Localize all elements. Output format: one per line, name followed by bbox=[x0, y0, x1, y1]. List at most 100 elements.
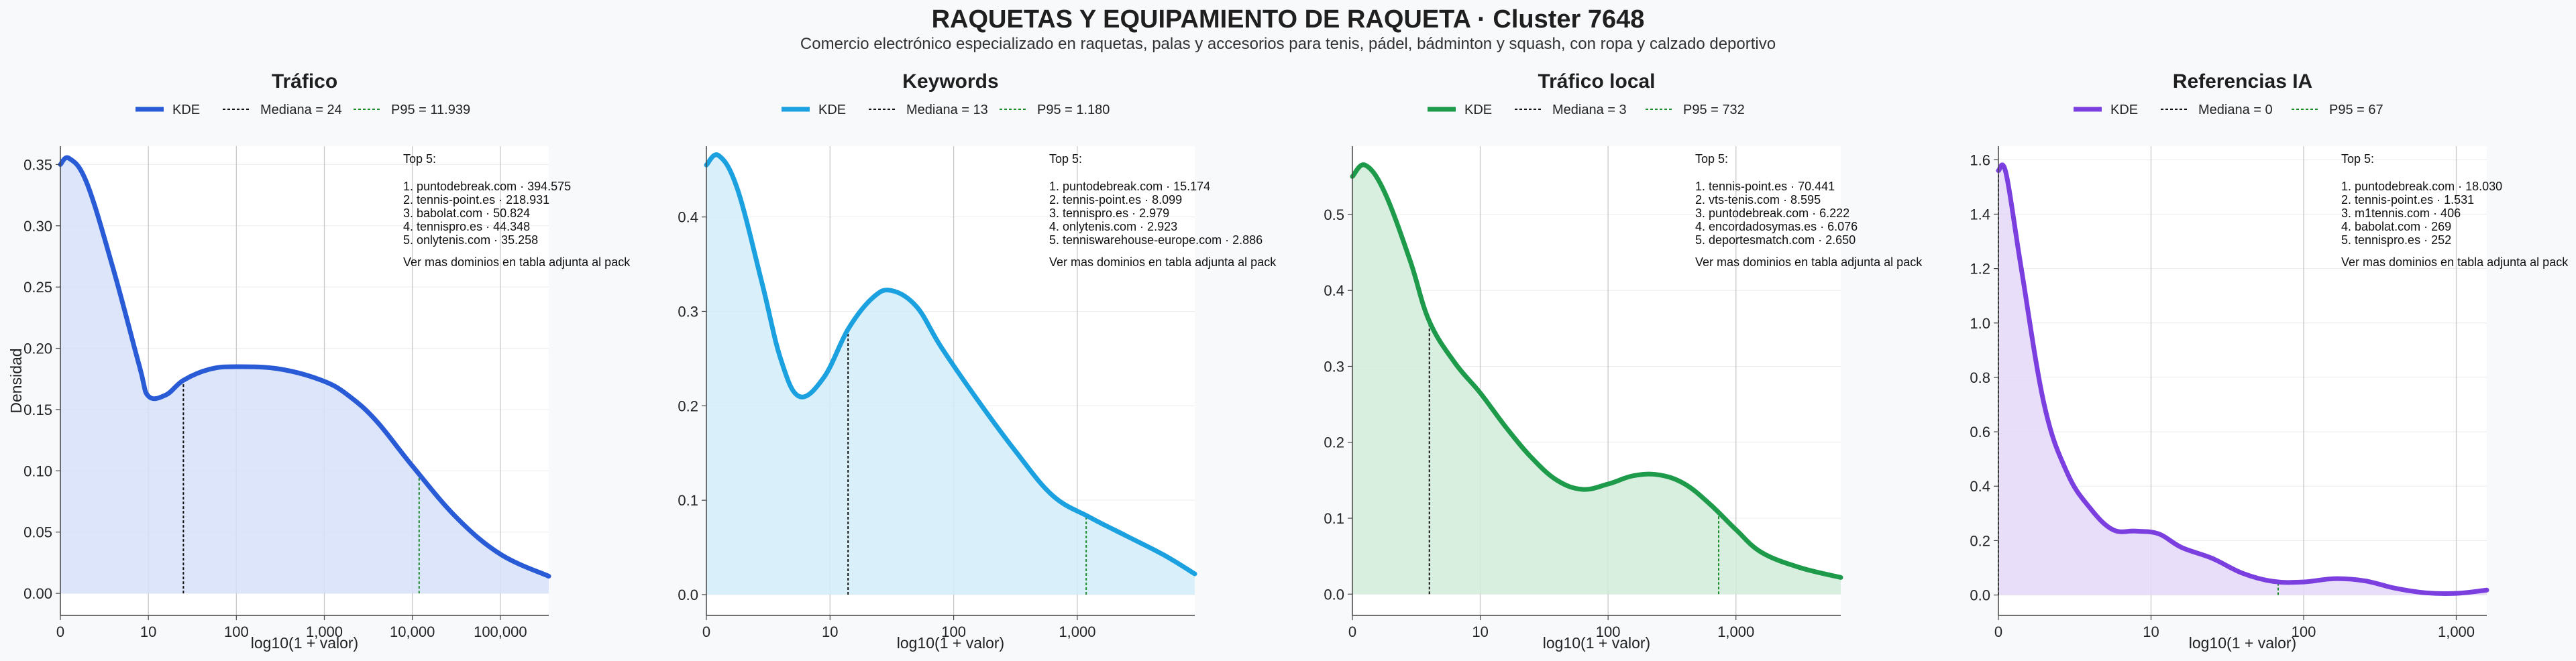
y-tick-label: 0.0 bbox=[678, 587, 698, 603]
kde-area bbox=[1998, 164, 2487, 595]
legend-p95-label: P95 = 1.180 bbox=[1037, 103, 1110, 117]
x-tick-label: 100 bbox=[224, 623, 249, 640]
annotation-line: 5. onlytenis.com · 35.258 bbox=[403, 233, 538, 247]
annotation-line: 1. puntodebreak.com · 394.575 bbox=[403, 180, 571, 193]
chart-panel-3: 0.0 0.1 0.2 0.3 0.4 0.5 0 10 100 1,000 log10(1 + v… bbox=[1324, 70, 1923, 652]
y-tick-label: 0.2 bbox=[1324, 434, 1344, 451]
x-tick-label: 100 bbox=[1596, 623, 1621, 640]
annotation-line: 2. tennis-point.es · 1.531 bbox=[2341, 193, 2474, 206]
y-tick-label: 0.3 bbox=[678, 303, 698, 320]
legend-kde-label: KDE bbox=[1464, 103, 1492, 117]
legend: KDE Mediana = 13 P95 = 1.180 bbox=[782, 103, 1110, 117]
annotation-footer: Ver mas dominios en tabla adjunta al pac… bbox=[1049, 255, 1277, 269]
x-axis-label: log10(1 + valor) bbox=[2189, 634, 2296, 652]
annotation-line: 1. puntodebreak.com · 15.174 bbox=[1049, 180, 1210, 193]
page-title: RAQUETAS Y EQUIPAMIENTO DE RAQUETA · Clu… bbox=[931, 5, 1645, 34]
x-tick-label: 100 bbox=[941, 623, 966, 640]
y-tick-label: 0.1 bbox=[678, 492, 698, 509]
x-tick-label: 0 bbox=[56, 623, 64, 640]
y-tick-label: 0.2 bbox=[678, 398, 698, 414]
panel-title: Tráfico bbox=[272, 70, 337, 93]
x-tick-label: 1,000 bbox=[2438, 623, 2475, 640]
y-tick-label: 0.2 bbox=[1970, 532, 1990, 549]
legend-median-label: Mediana = 0 bbox=[2198, 103, 2273, 117]
y-tick-label: 0.20 bbox=[23, 341, 52, 357]
x-tick-label: 0 bbox=[702, 623, 710, 640]
legend-median-label: Mediana = 3 bbox=[1552, 103, 1627, 117]
y-tick-label: 1.4 bbox=[1970, 206, 1990, 223]
y-tick-label: 0.6 bbox=[1970, 424, 1990, 440]
y-tick-label: 1.6 bbox=[1970, 152, 1990, 168]
y-tick-label: 0.4 bbox=[1970, 478, 1990, 495]
annotation-line: 1. tennis-point.es · 70.441 bbox=[1695, 180, 1835, 193]
legend: KDE Mediana = 24 P95 = 11.939 bbox=[136, 103, 470, 117]
y-tick-label: 0.30 bbox=[23, 218, 52, 235]
x-axis-label: log10(1 + valor) bbox=[897, 634, 1004, 652]
x-tick-label: 1,000 bbox=[1717, 623, 1754, 640]
annotation-header: Top 5: bbox=[1049, 152, 1082, 166]
annotation-line: 1. puntodebreak.com · 18.030 bbox=[2341, 180, 2502, 193]
x-tick-label: 10,000 bbox=[390, 623, 435, 640]
legend-median-label: Mediana = 24 bbox=[260, 103, 342, 117]
x-tick-label: 10 bbox=[1472, 623, 1488, 640]
y-tick-label: 0.35 bbox=[23, 156, 52, 173]
legend: KDE Mediana = 3 P95 = 732 bbox=[1428, 103, 1745, 117]
kde-line bbox=[58, 155, 551, 579]
y-tick-label: 0.4 bbox=[1324, 282, 1344, 299]
legend-kde-label: KDE bbox=[172, 103, 200, 117]
annotation-line: 3. m1tennis.com · 406 bbox=[2341, 206, 2461, 220]
legend-kde-label: KDE bbox=[2110, 103, 2138, 117]
annotation-line: 2. tennis-point.es · 218.931 bbox=[403, 193, 549, 206]
legend-median-label: Mediana = 13 bbox=[906, 103, 988, 117]
annotation-line: 3. tennispro.es · 2.979 bbox=[1049, 206, 1169, 220]
x-tick-label: 100 bbox=[2292, 623, 2316, 640]
x-tick-label: 10 bbox=[822, 623, 838, 640]
panel-title: Tráfico local bbox=[1538, 70, 1655, 93]
annotation-footer: Ver mas dominios en tabla adjunta al pac… bbox=[403, 255, 631, 269]
y-axis-label: Densidad bbox=[7, 348, 25, 413]
y-tick-label: 0.00 bbox=[23, 585, 52, 602]
page-subtitle: Comercio electrónico especializado en ra… bbox=[800, 35, 1776, 53]
annotation-line: 3. babolat.com · 50.824 bbox=[403, 206, 530, 220]
y-tick-label: 0.8 bbox=[1970, 369, 1990, 386]
annotation-header: Top 5: bbox=[2341, 152, 2374, 166]
y-tick-label: 0.4 bbox=[678, 209, 698, 226]
y-tick-label: 0.15 bbox=[23, 402, 52, 418]
y-tick-label: 0.05 bbox=[23, 524, 52, 541]
annotation-line: 4. onlytenis.com · 2.923 bbox=[1049, 220, 1177, 233]
annotation-line: 4. tennispro.es · 44.348 bbox=[403, 220, 530, 233]
y-tick-label: 0.0 bbox=[1324, 586, 1344, 603]
annotation-line: 2. vts-tenis.com · 8.595 bbox=[1695, 193, 1821, 206]
x-axis-label: log10(1 + valor) bbox=[251, 634, 358, 652]
y-tick-label: 1.0 bbox=[1970, 315, 1990, 332]
legend-p95-label: P95 = 11.939 bbox=[391, 103, 470, 117]
annotation-header: Top 5: bbox=[1695, 152, 1728, 166]
y-tick-label: 0.10 bbox=[23, 463, 52, 479]
x-tick-label: 0 bbox=[1994, 623, 2002, 640]
annotation-line: 2. tennis-point.es · 8.099 bbox=[1049, 193, 1182, 206]
x-tick-label: 100,000 bbox=[474, 623, 527, 640]
annotation-line: 3. puntodebreak.com · 6.222 bbox=[1695, 206, 1849, 220]
x-tick-label: 10 bbox=[2143, 623, 2159, 640]
panel-title: Referencias IA bbox=[2173, 70, 2312, 93]
y-tick-label: 0.0 bbox=[1970, 587, 1990, 604]
annotation-header: Top 5: bbox=[403, 152, 436, 166]
annotation-footer: Ver mas dominios en tabla adjunta al pac… bbox=[2341, 255, 2569, 269]
chart-panel-1: 0.00 0.05 0.10 0.15 0.20 0.25 0.30 0.35 0 10 100 1,… bbox=[7, 70, 631, 652]
y-tick-label: 1.2 bbox=[1970, 261, 1990, 278]
chart-panel-4: 0.0 0.2 0.4 0.6 0.8 1.0 1.2 1.4 1.6 0 10 100 1,000 lo… bbox=[1970, 70, 2569, 652]
y-tick-label: 0.1 bbox=[1324, 510, 1344, 527]
y-tick-label: 0.3 bbox=[1324, 358, 1344, 375]
kde-area bbox=[706, 154, 1195, 595]
legend-p95-label: P95 = 732 bbox=[1683, 103, 1745, 117]
chart-panel-2: 0.0 0.1 0.2 0.3 0.4 0 10 100 1,000 log10(1 + valo… bbox=[678, 70, 1277, 652]
kde-line bbox=[1996, 162, 2489, 597]
annotation-line: 5. tennispro.es · 252 bbox=[2341, 233, 2451, 247]
annotation-line: 4. babolat.com · 269 bbox=[2341, 220, 2451, 233]
annotation-line: 4. encordadosymas.es · 6.076 bbox=[1695, 220, 1858, 233]
x-axis-label: log10(1 + valor) bbox=[1543, 634, 1650, 652]
x-tick-label: 10 bbox=[140, 623, 156, 640]
y-tick-label: 0.25 bbox=[23, 279, 52, 296]
annotation-footer: Ver mas dominios en tabla adjunta al pac… bbox=[1695, 255, 1923, 269]
